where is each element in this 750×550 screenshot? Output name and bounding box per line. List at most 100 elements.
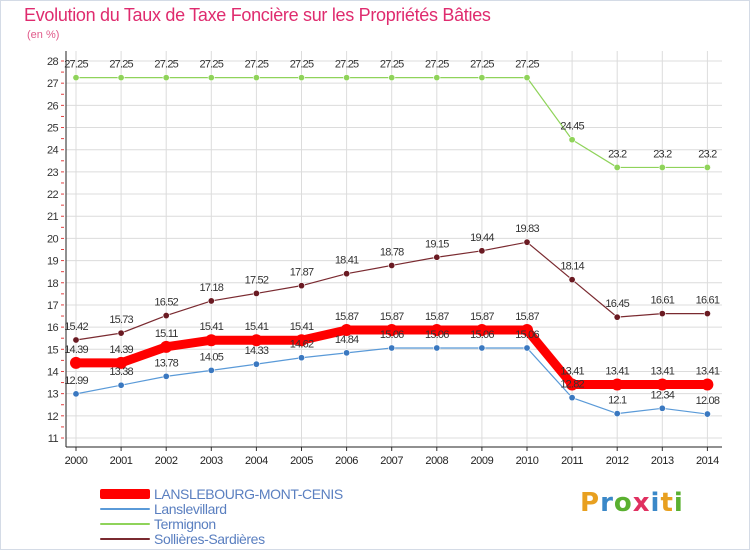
x-tick-label-2014: 2014 xyxy=(696,455,719,467)
logo-letter: o xyxy=(613,488,633,518)
chart-title: Evolution du Taux de Taxe Foncière sur l… xyxy=(24,5,491,25)
data-label-termignon: 27.25 xyxy=(109,59,133,71)
data-label-solli-res-sardi-res: 16.61 xyxy=(651,295,675,307)
legend-label-lanslevillard: Lanslevillard xyxy=(154,500,227,517)
legend-item-lanslevillard[interactable]: Lanslevillard xyxy=(100,500,343,517)
data-point-termignon xyxy=(568,136,576,144)
data-point-lanslevillard xyxy=(658,404,666,412)
y-tick-label-14: 14 xyxy=(47,366,59,378)
data-point-lanslebourg-mont-cenis xyxy=(115,356,128,369)
data-point-termignon xyxy=(297,74,305,82)
data-label-solli-res-sardi-res: 17.87 xyxy=(290,267,314,279)
data-point-lanslebourg-mont-cenis xyxy=(701,378,714,391)
x-tick-label-2010: 2010 xyxy=(516,455,539,467)
logo-letter: r xyxy=(600,488,614,518)
data-point-termignon xyxy=(433,74,441,82)
data-label-lanslevillard: 14.33 xyxy=(245,345,269,357)
data-label-solli-res-sardi-res: 18.41 xyxy=(335,255,359,267)
data-label-solli-res-sardi-res: 15.42 xyxy=(64,321,88,333)
x-tick-label-2009: 2009 xyxy=(470,455,493,467)
y-tick-label-22: 22 xyxy=(47,189,59,201)
legend-swatch-lanslevillard xyxy=(100,507,150,510)
data-point-lanslebourg-mont-cenis xyxy=(385,324,398,337)
y-tick-label-24: 24 xyxy=(47,145,59,157)
data-point-lanslebourg-mont-cenis xyxy=(475,324,488,337)
data-point-solli-res-sardi-res xyxy=(703,310,711,318)
logo-letter: i xyxy=(650,488,661,518)
data-label-lanslevillard: 15.06 xyxy=(425,329,449,341)
data-label-lanslevillard: 13.78 xyxy=(154,357,178,369)
data-label-termignon: 27.25 xyxy=(290,59,314,71)
data-point-termignon xyxy=(613,163,621,171)
y-tick-label-23: 23 xyxy=(47,167,59,179)
legend-label-sollieres: Sollières-Sardières xyxy=(154,530,265,547)
data-point-lanslevillard xyxy=(703,410,711,418)
data-point-solli-res-sardi-res xyxy=(523,238,531,246)
x-tick-label-2005: 2005 xyxy=(290,455,313,467)
logo-letter: x xyxy=(632,488,651,518)
x-tick-label-2012: 2012 xyxy=(606,455,629,467)
y-tick-label-28: 28 xyxy=(47,56,59,68)
data-point-solli-res-sardi-res xyxy=(252,289,260,297)
data-point-solli-res-sardi-res xyxy=(343,270,351,278)
data-point-lanslevillard xyxy=(343,349,351,357)
data-label-termignon: 27.25 xyxy=(515,59,539,71)
data-point-lanslevillard xyxy=(297,354,305,362)
data-label-solli-res-sardi-res: 19.15 xyxy=(425,238,449,250)
legend-item-termignon[interactable]: Termignon xyxy=(100,515,343,532)
data-label-termignon: 23.2 xyxy=(698,148,717,160)
legend-label-termignon: Termignon xyxy=(154,515,216,532)
data-label-lanslevillard: 14.84 xyxy=(335,334,359,346)
data-point-lanslevillard xyxy=(478,344,486,352)
legend-item-lanslebourg[interactable]: LANSLEBOURG-MONT-CENIS xyxy=(100,486,343,502)
data-point-solli-res-sardi-res xyxy=(162,312,170,320)
data-point-lanslebourg-mont-cenis xyxy=(430,324,443,337)
data-label-solli-res-sardi-res: 17.18 xyxy=(200,282,224,294)
y-tick-label-27: 27 xyxy=(47,78,59,90)
logo-letter: P xyxy=(580,488,601,518)
data-point-lanslevillard xyxy=(252,360,260,368)
y-tick-label-15: 15 xyxy=(47,344,59,356)
data-label-lanslebourg-mont-cenis: 15.41 xyxy=(200,321,224,333)
data-point-termignon xyxy=(72,74,80,82)
data-point-termignon xyxy=(117,74,125,82)
x-tick-label-2002: 2002 xyxy=(155,455,178,467)
data-label-lanslebourg-mont-cenis: 15.41 xyxy=(245,321,269,333)
legend-item-sollieres[interactable]: Sollières-Sardières xyxy=(100,530,343,547)
data-label-solli-res-sardi-res: 16.45 xyxy=(605,298,629,310)
y-tick-label-17: 17 xyxy=(47,300,59,312)
data-point-lanslebourg-mont-cenis xyxy=(566,378,579,391)
data-label-termignon: 24.45 xyxy=(560,121,584,133)
data-label-termignon: 27.25 xyxy=(425,59,449,71)
data-point-solli-res-sardi-res xyxy=(568,276,576,284)
data-label-lanslebourg-mont-cenis: 14.39 xyxy=(109,344,133,356)
legend-swatch-lanslebourg xyxy=(100,488,150,499)
data-point-termignon xyxy=(162,74,170,82)
data-point-termignon xyxy=(478,74,486,82)
data-label-solli-res-sardi-res: 19.44 xyxy=(470,232,494,244)
data-point-solli-res-sardi-res xyxy=(478,247,486,255)
y-tick-label-13: 13 xyxy=(47,389,59,401)
data-point-lanslebourg-mont-cenis xyxy=(295,334,308,347)
data-point-lanslevillard xyxy=(162,372,170,380)
data-label-lanslebourg-mont-cenis: 15.87 xyxy=(470,311,494,323)
data-point-lanslevillard xyxy=(568,394,576,402)
data-point-lanslebourg-mont-cenis xyxy=(160,340,173,353)
data-label-solli-res-sardi-res: 16.52 xyxy=(154,297,178,309)
data-label-lanslevillard: 12.34 xyxy=(651,389,675,401)
data-point-lanslevillard xyxy=(523,344,531,352)
data-label-termignon: 27.25 xyxy=(245,59,269,71)
data-label-lanslebourg-mont-cenis: 15.87 xyxy=(425,311,449,323)
data-label-solli-res-sardi-res: 15.73 xyxy=(109,314,133,326)
data-label-termignon: 23.2 xyxy=(653,148,672,160)
data-label-termignon: 27.25 xyxy=(335,59,359,71)
x-tick-label-2008: 2008 xyxy=(425,455,448,467)
data-point-lanslevillard xyxy=(613,410,621,418)
data-point-termignon xyxy=(207,74,215,82)
logo-letter: i xyxy=(673,488,684,518)
data-point-termignon xyxy=(252,74,260,82)
data-label-termignon: 27.25 xyxy=(470,59,494,71)
data-label-lanslebourg-mont-cenis: 13.41 xyxy=(696,366,720,378)
data-point-lanslevillard xyxy=(117,381,125,389)
